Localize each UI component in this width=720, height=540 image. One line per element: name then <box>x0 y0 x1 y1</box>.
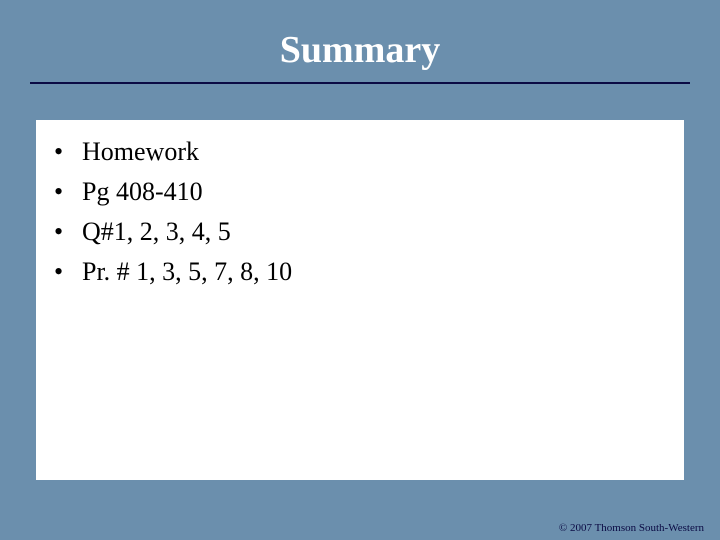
slide: Summary • Homework • Pg 408-410 • Q#1, 2… <box>0 0 720 540</box>
bullet-icon: • <box>54 174 82 210</box>
title-underline <box>30 82 690 84</box>
list-item-text: Q#1, 2, 3, 4, 5 <box>82 214 231 250</box>
bullet-icon: • <box>54 214 82 250</box>
bullet-icon: • <box>54 134 82 170</box>
list-item: • Pr. # 1, 3, 5, 7, 8, 10 <box>54 254 666 290</box>
list-item: • Homework <box>54 134 666 170</box>
list-item-text: Pg 408-410 <box>82 174 203 210</box>
bullet-list: • Homework • Pg 408-410 • Q#1, 2, 3, 4, … <box>54 134 666 290</box>
bullet-icon: • <box>54 254 82 290</box>
list-item: • Q#1, 2, 3, 4, 5 <box>54 214 666 250</box>
title-area: Summary <box>0 0 720 100</box>
list-item: • Pg 408-410 <box>54 174 666 210</box>
list-item-text: Homework <box>82 134 199 170</box>
slide-title: Summary <box>0 28 720 72</box>
content-area: • Homework • Pg 408-410 • Q#1, 2, 3, 4, … <box>36 120 684 480</box>
copyright-footer: © 2007 Thomson South-Western <box>559 522 704 534</box>
list-item-text: Pr. # 1, 3, 5, 7, 8, 10 <box>82 254 292 290</box>
